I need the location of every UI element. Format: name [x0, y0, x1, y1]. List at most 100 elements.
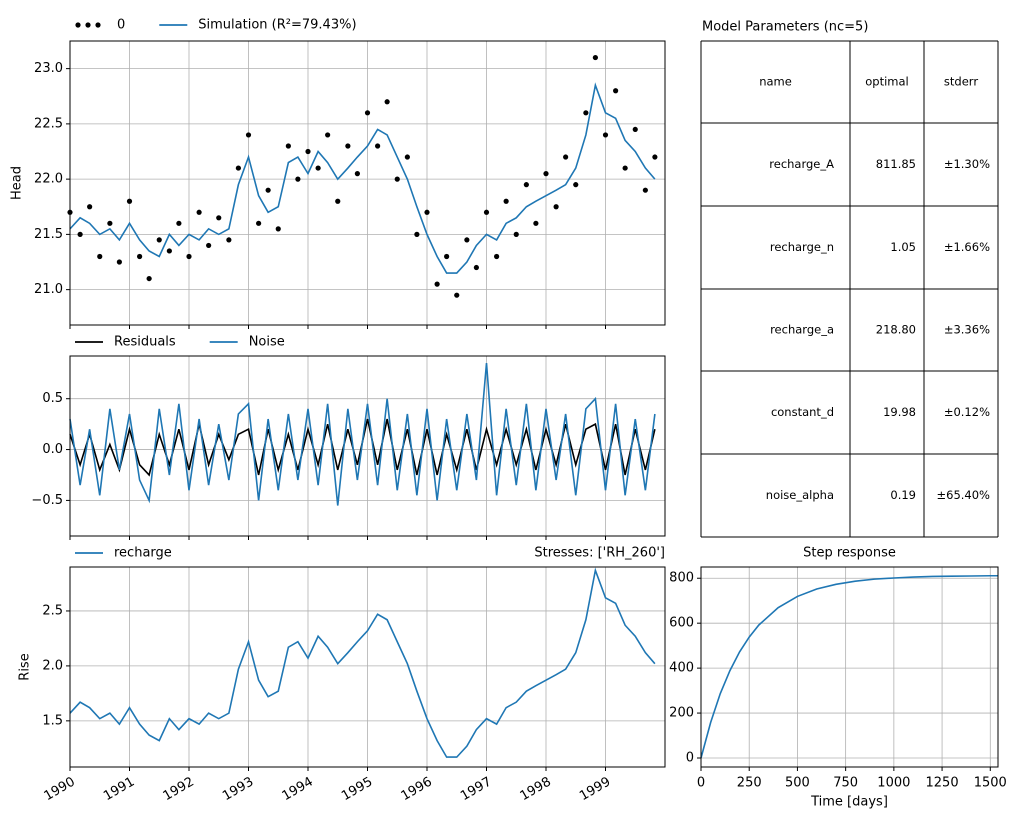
observation-point — [613, 88, 619, 94]
legend-label: 0 — [117, 18, 125, 33]
y-tick-label: 200 — [669, 706, 694, 721]
table-cell: ±0.12% — [944, 405, 990, 419]
y-tick-label: 1.5 — [42, 713, 63, 728]
observation-point — [364, 110, 371, 116]
table-cell: recharge_n — [770, 240, 834, 254]
x-tick-label: 1500 — [974, 776, 1007, 791]
y-tick-label: 0.5 — [42, 391, 63, 406]
observation-point — [384, 99, 390, 105]
observation-point — [206, 242, 212, 249]
legend-label: Noise — [249, 335, 285, 350]
y-tick-label: 0 — [686, 751, 694, 766]
observation-point — [563, 154, 569, 160]
y-axis-label: Rise — [18, 653, 33, 680]
observation-point — [622, 165, 628, 171]
x-tick-label: 1995 — [339, 775, 375, 805]
chart-title: Step response — [803, 546, 896, 561]
observation-point — [295, 176, 301, 182]
x-tick-label: 1994 — [280, 775, 316, 805]
observation-point — [652, 154, 658, 160]
y-tick-label: 21.0 — [34, 282, 63, 297]
table-cell: 19.98 — [883, 405, 916, 419]
observation-point — [632, 126, 638, 133]
observation-point — [186, 253, 192, 260]
chart-title: Stresses: ['RH_260'] — [534, 546, 665, 561]
y-tick-label: 22.5 — [34, 116, 63, 131]
observation-point — [97, 253, 103, 260]
observation-point — [325, 132, 331, 138]
x-tick-label: 1000 — [877, 776, 910, 791]
x-tick-label: 0 — [697, 776, 705, 791]
observation-point — [256, 220, 262, 226]
observation-point — [315, 165, 321, 171]
panel: 21.0 21.5 22.0 22.5 23.0 Head 0 Simulation (R²=… — [10, 18, 666, 329]
series-line — [69, 363, 656, 506]
legend-label: Simulation (R²=79.43%) — [198, 18, 356, 33]
observation-point — [87, 204, 93, 210]
table-header: name — [759, 75, 792, 89]
x-tick-label: 1999 — [577, 775, 613, 805]
observation-point — [434, 281, 440, 287]
observation-point — [523, 182, 529, 188]
observation-point — [146, 275, 152, 282]
observation-point — [513, 231, 519, 237]
observation-point — [235, 165, 241, 171]
observation-point — [424, 209, 430, 215]
panel: 0 250 500 750 1000 1250 1500 0 200 400 600 800 Time … — [669, 546, 1007, 810]
observation-point — [602, 132, 609, 138]
y-tick-label: 2.0 — [42, 658, 63, 673]
table-cell: 1.05 — [890, 240, 916, 254]
series-line — [69, 82, 656, 274]
x-tick-label: 1990 — [42, 775, 78, 805]
panel: −0.5 0.0 0.5 Residuals Noise — [31, 335, 666, 540]
x-tick-label: 1992 — [161, 775, 197, 805]
observation-point — [553, 204, 559, 210]
observation-point — [583, 110, 589, 116]
observation-point — [354, 171, 360, 177]
x-tick-label: 1996 — [399, 775, 435, 805]
x-tick-label: 1993 — [220, 775, 256, 805]
x-tick-label: 1997 — [458, 775, 494, 805]
observation-point — [642, 187, 648, 193]
observation-point — [533, 220, 539, 226]
table-cell: recharge_A — [769, 157, 834, 171]
observation-point — [375, 143, 381, 149]
observation-point — [394, 176, 400, 182]
axes-frame — [700, 566, 999, 768]
observation-point — [156, 237, 162, 243]
x-tick-label: 1998 — [518, 775, 554, 805]
table-header: optimal — [865, 75, 908, 89]
y-tick-label: 21.5 — [34, 227, 63, 242]
y-tick-label: −0.5 — [31, 493, 63, 508]
observation-point — [414, 231, 420, 237]
observation-point — [196, 209, 202, 215]
y-tick-label: 0.0 — [42, 442, 63, 457]
series-line — [700, 574, 998, 759]
y-tick-label: 23.0 — [34, 61, 63, 76]
observation-point — [503, 198, 509, 204]
y-tick-label: 400 — [669, 661, 694, 676]
observation-point — [444, 253, 450, 260]
axes-frame — [69, 355, 666, 537]
table-cell: noise_alpha — [766, 488, 834, 502]
legend-marker — [85, 22, 91, 28]
table-cell: ±1.66% — [944, 240, 990, 254]
y-tick-label: 22.0 — [34, 172, 63, 187]
observation-point — [176, 220, 182, 226]
observation-point — [137, 253, 143, 260]
x-axis-label: Time [days] — [810, 795, 888, 810]
observation-point — [116, 259, 122, 265]
observation-point — [77, 231, 83, 237]
legend-marker — [75, 22, 81, 28]
y-tick-label: 2.5 — [42, 603, 63, 618]
observation-point — [226, 237, 232, 243]
observation-point — [107, 220, 113, 226]
x-tick-label: 250 — [737, 776, 762, 791]
observation-point — [265, 187, 271, 193]
x-tick-label: 750 — [833, 776, 858, 791]
x-tick-label: 1991 — [101, 775, 137, 805]
observation-point — [345, 143, 351, 149]
legend-marker — [95, 22, 101, 28]
observation-point — [305, 148, 311, 155]
